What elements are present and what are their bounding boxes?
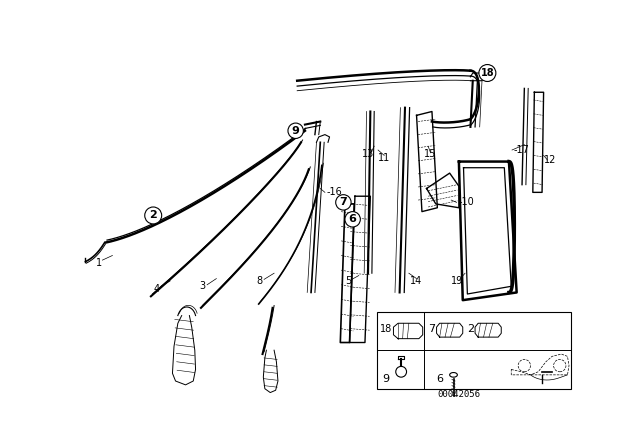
Text: 14: 14 [410,276,422,286]
Circle shape [518,359,531,372]
Text: 00042056: 00042056 [437,390,481,399]
Text: 4: 4 [153,284,159,293]
Text: 11: 11 [378,153,390,163]
Text: -17: -17 [513,145,529,155]
Text: 1: 1 [95,258,102,268]
Text: 2: 2 [467,323,474,334]
Text: 6: 6 [436,375,443,384]
Text: 9: 9 [382,375,389,384]
Text: 18: 18 [481,68,494,78]
Text: 7: 7 [340,198,348,207]
Ellipse shape [450,373,458,377]
Text: 5: 5 [346,276,352,286]
Text: 9: 9 [292,126,300,136]
Circle shape [479,65,496,82]
Text: 8: 8 [257,276,262,286]
Circle shape [336,195,351,210]
Circle shape [288,123,303,138]
Circle shape [345,211,360,227]
Text: 7: 7 [428,323,435,334]
Text: -16: -16 [326,187,342,198]
Circle shape [396,366,406,377]
Text: 3: 3 [200,281,205,291]
Text: 2: 2 [149,211,157,220]
Text: 13: 13 [362,149,374,159]
Text: 15: 15 [424,149,436,159]
Text: 6: 6 [349,214,356,224]
Circle shape [145,207,162,224]
Text: 18: 18 [380,323,392,334]
Text: 19: 19 [451,276,463,286]
Text: -10: -10 [458,198,474,207]
Bar [376,312,570,389]
Circle shape [554,359,566,372]
Text: 12: 12 [545,155,557,165]
